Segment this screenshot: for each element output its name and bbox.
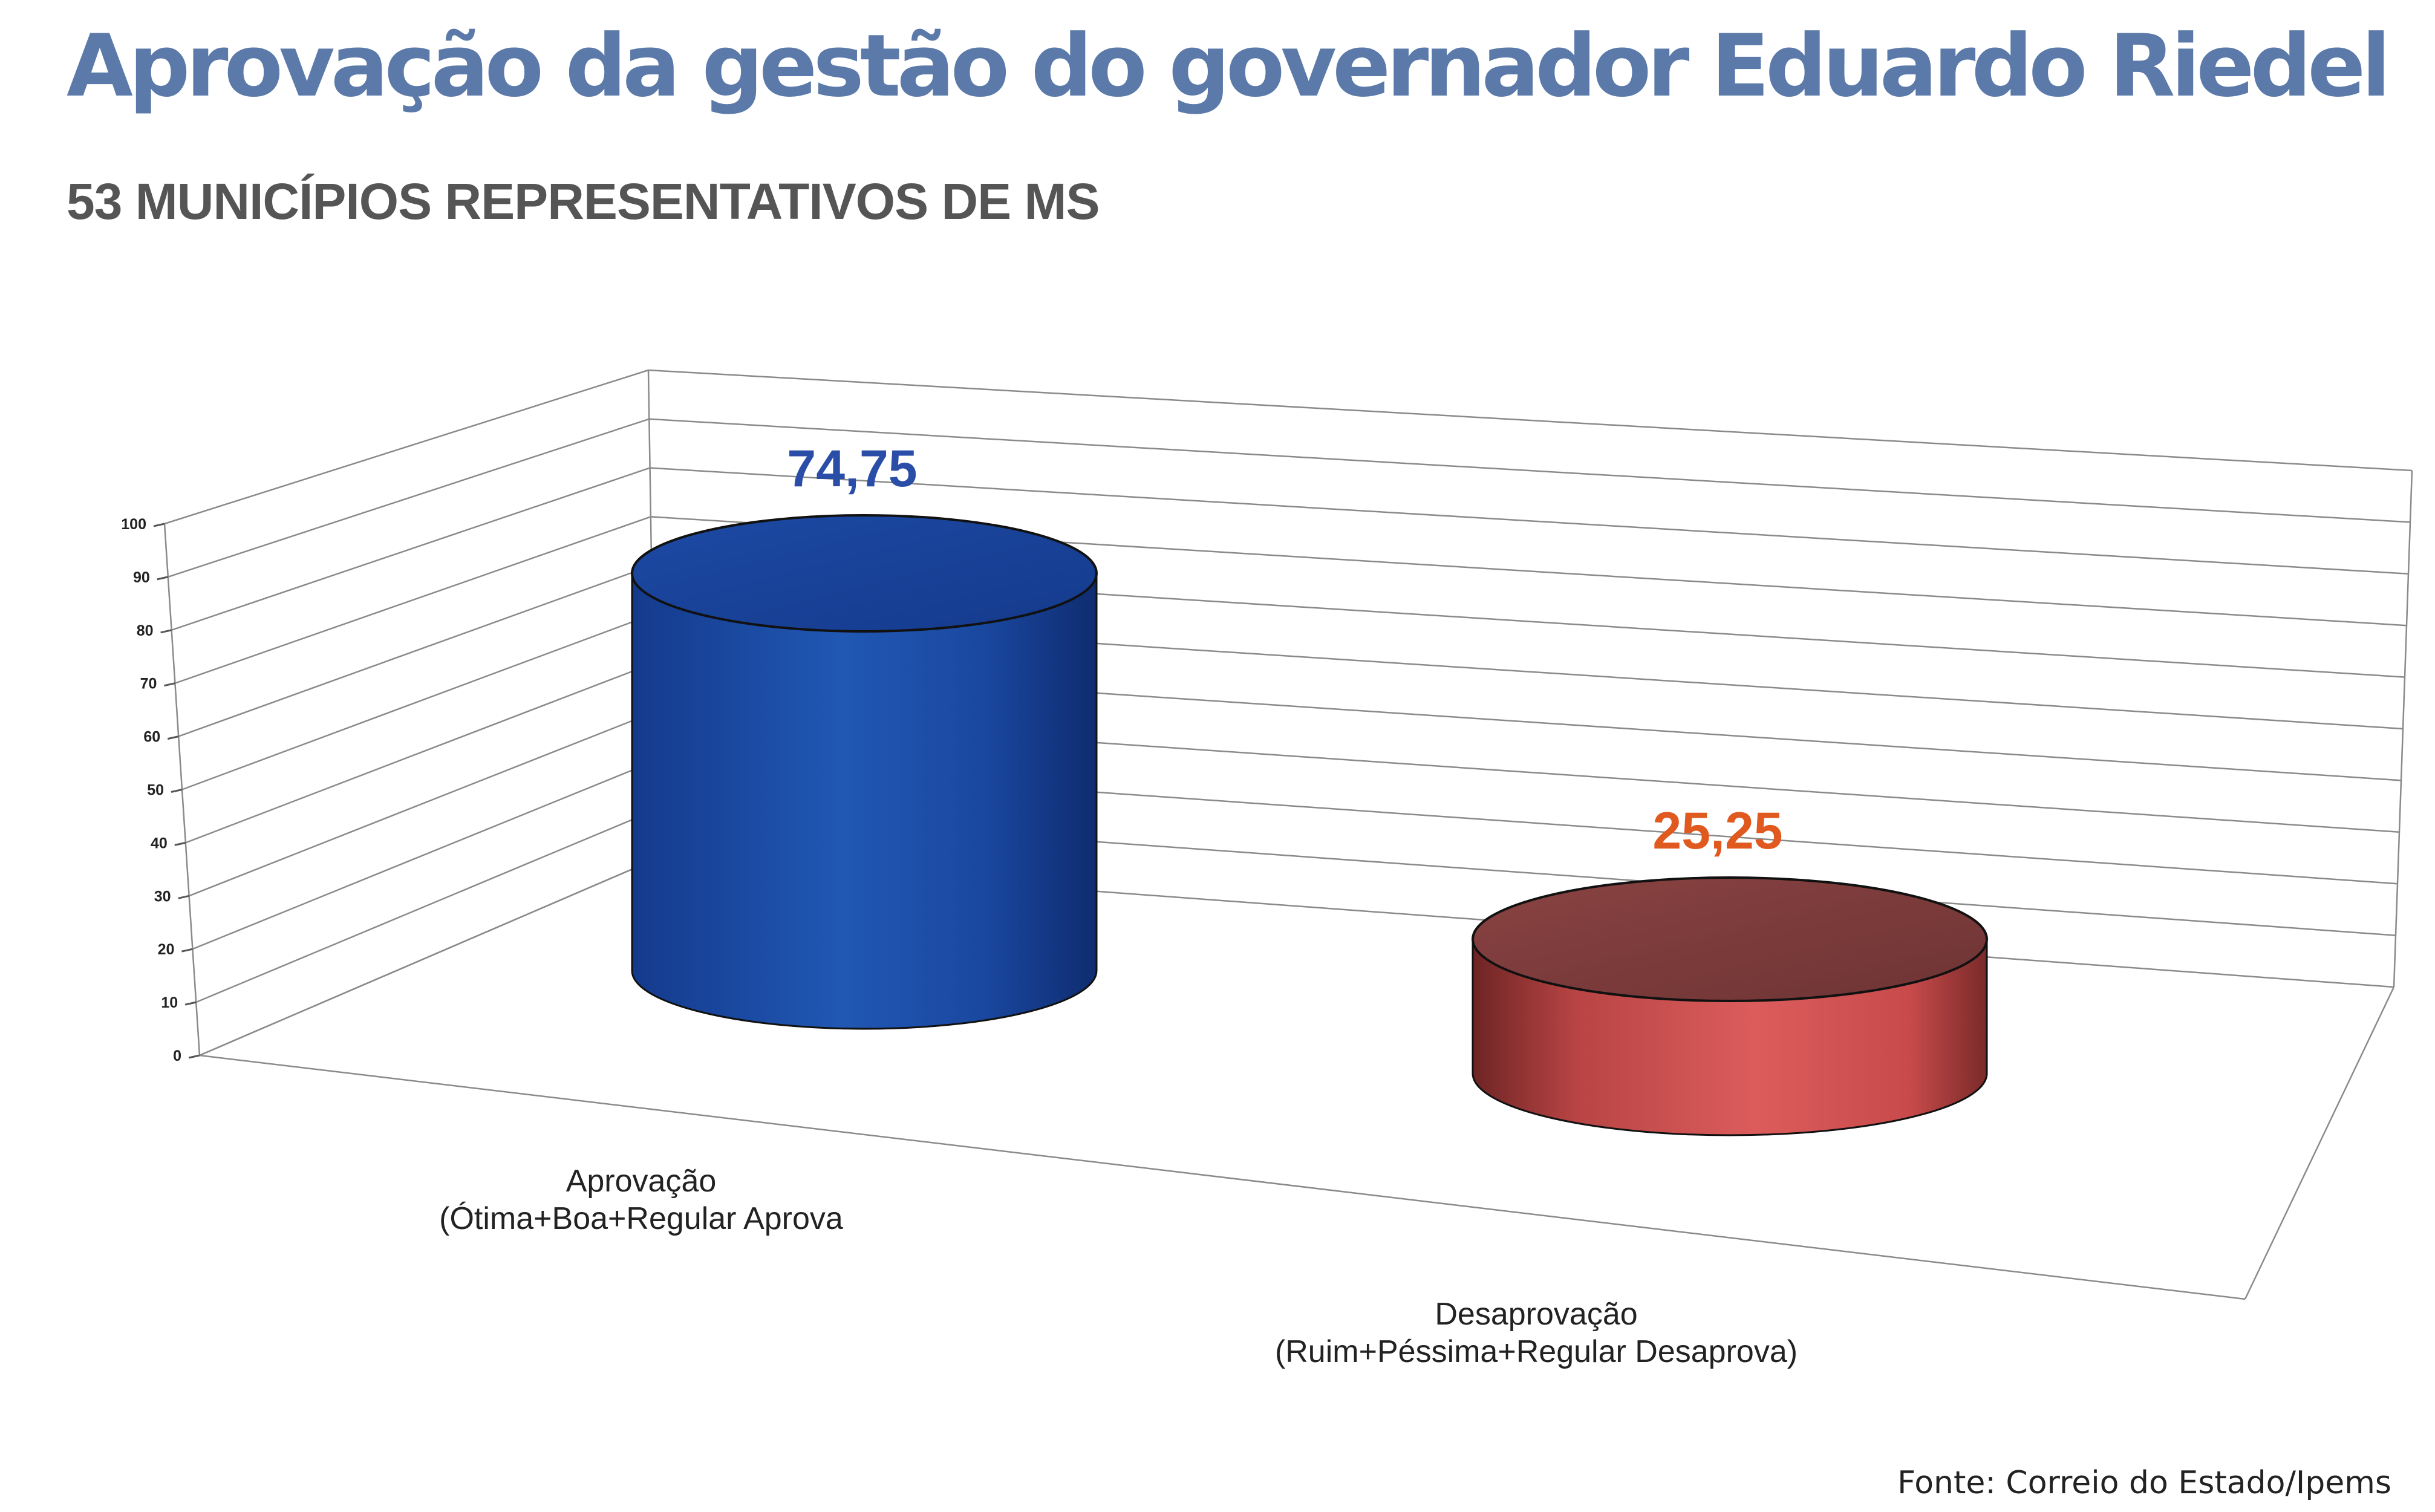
gridlines (164, 369, 2413, 1057)
data-labels: 74,75 25,25 (787, 440, 1782, 860)
gridline-back-90 (649, 418, 2411, 523)
gridline-side-80 (171, 467, 651, 631)
y-tick-mark-50 (171, 789, 183, 793)
y-tick-label-90: 90 (133, 569, 150, 586)
gridline-side-30 (189, 711, 654, 897)
y-tick-mark-90 (157, 576, 169, 581)
bar-body-1 (631, 573, 1098, 1030)
data-label-2: 25,25 (1652, 802, 1782, 860)
y-tick-mark-0 (188, 1054, 200, 1059)
floor-right-edge (2244, 986, 2395, 1300)
y-tick-mark-60 (167, 735, 179, 740)
data-label-1: 74,75 (787, 440, 917, 498)
bar-1 (631, 513, 1098, 1030)
y-tick-label-20: 20 (158, 941, 175, 958)
gridline-side-60 (178, 565, 652, 737)
y-tick-label-60: 60 (143, 729, 160, 746)
y-tick-label-50: 50 (147, 782, 164, 799)
category-label-2: Desaprovação (Ruim+Péssima+Regular Desapr… (1275, 1297, 1798, 1369)
bar-2 (1472, 876, 1988, 1136)
y-tick-label-70: 70 (140, 676, 157, 692)
chart-title: Aprovação da gestão do governador Eduard… (67, 16, 2391, 116)
y-tick-label-80: 80 (137, 622, 154, 639)
y-tick-mark-80 (160, 629, 172, 634)
chart-frame (163, 370, 2413, 1300)
y-axis-ticks: 0 10 20 30 40 50 60 70 80 90 100 (121, 516, 200, 1064)
y-tick-label-10: 10 (161, 994, 178, 1011)
gridline-side-70 (174, 516, 651, 684)
floor-front-edge (199, 1054, 2246, 1300)
gridline-side-10 (195, 809, 656, 1003)
gridline-side-0 (199, 858, 657, 1057)
source-note: Fonte: Correio do Estado/Ipems (1897, 1465, 2391, 1501)
y-tick-mark-30 (178, 894, 189, 899)
gridline-back-80 (650, 467, 2409, 575)
y-tick-mark-10 (184, 1001, 197, 1006)
bar-top-1 (631, 513, 1098, 633)
y-tick-mark-70 (164, 682, 175, 687)
y-tick-label-30: 30 (154, 888, 171, 905)
bar-top-2 (1472, 876, 1988, 1003)
y-tick-label-0: 0 (173, 1048, 181, 1064)
chart-subtitle: 53 MUNICÍPIOS REPRESENTATIVOS DE MS (67, 173, 1100, 230)
gridline-side-100 (164, 369, 649, 525)
y-tick-mark-100 (153, 523, 165, 527)
gridline-side-90 (168, 418, 650, 578)
category-labels: Aprovação (Ótima+Boa+Regular Aprova Desapr… (439, 1164, 1798, 1369)
y-tick-mark-40 (174, 841, 186, 846)
gridline-side-50 (181, 613, 653, 790)
y-tick-mark-20 (181, 948, 193, 953)
gridline-side-20 (192, 760, 655, 950)
bars (631, 513, 1988, 1136)
y-tick-label-40: 40 (151, 835, 168, 852)
category-label-1: Aprovação (Ótima+Boa+Regular Aprova (439, 1164, 843, 1236)
gridline-side-40 (185, 662, 654, 844)
gridline-back-100 (648, 369, 2413, 472)
y-tick-label-100: 100 (121, 516, 146, 533)
